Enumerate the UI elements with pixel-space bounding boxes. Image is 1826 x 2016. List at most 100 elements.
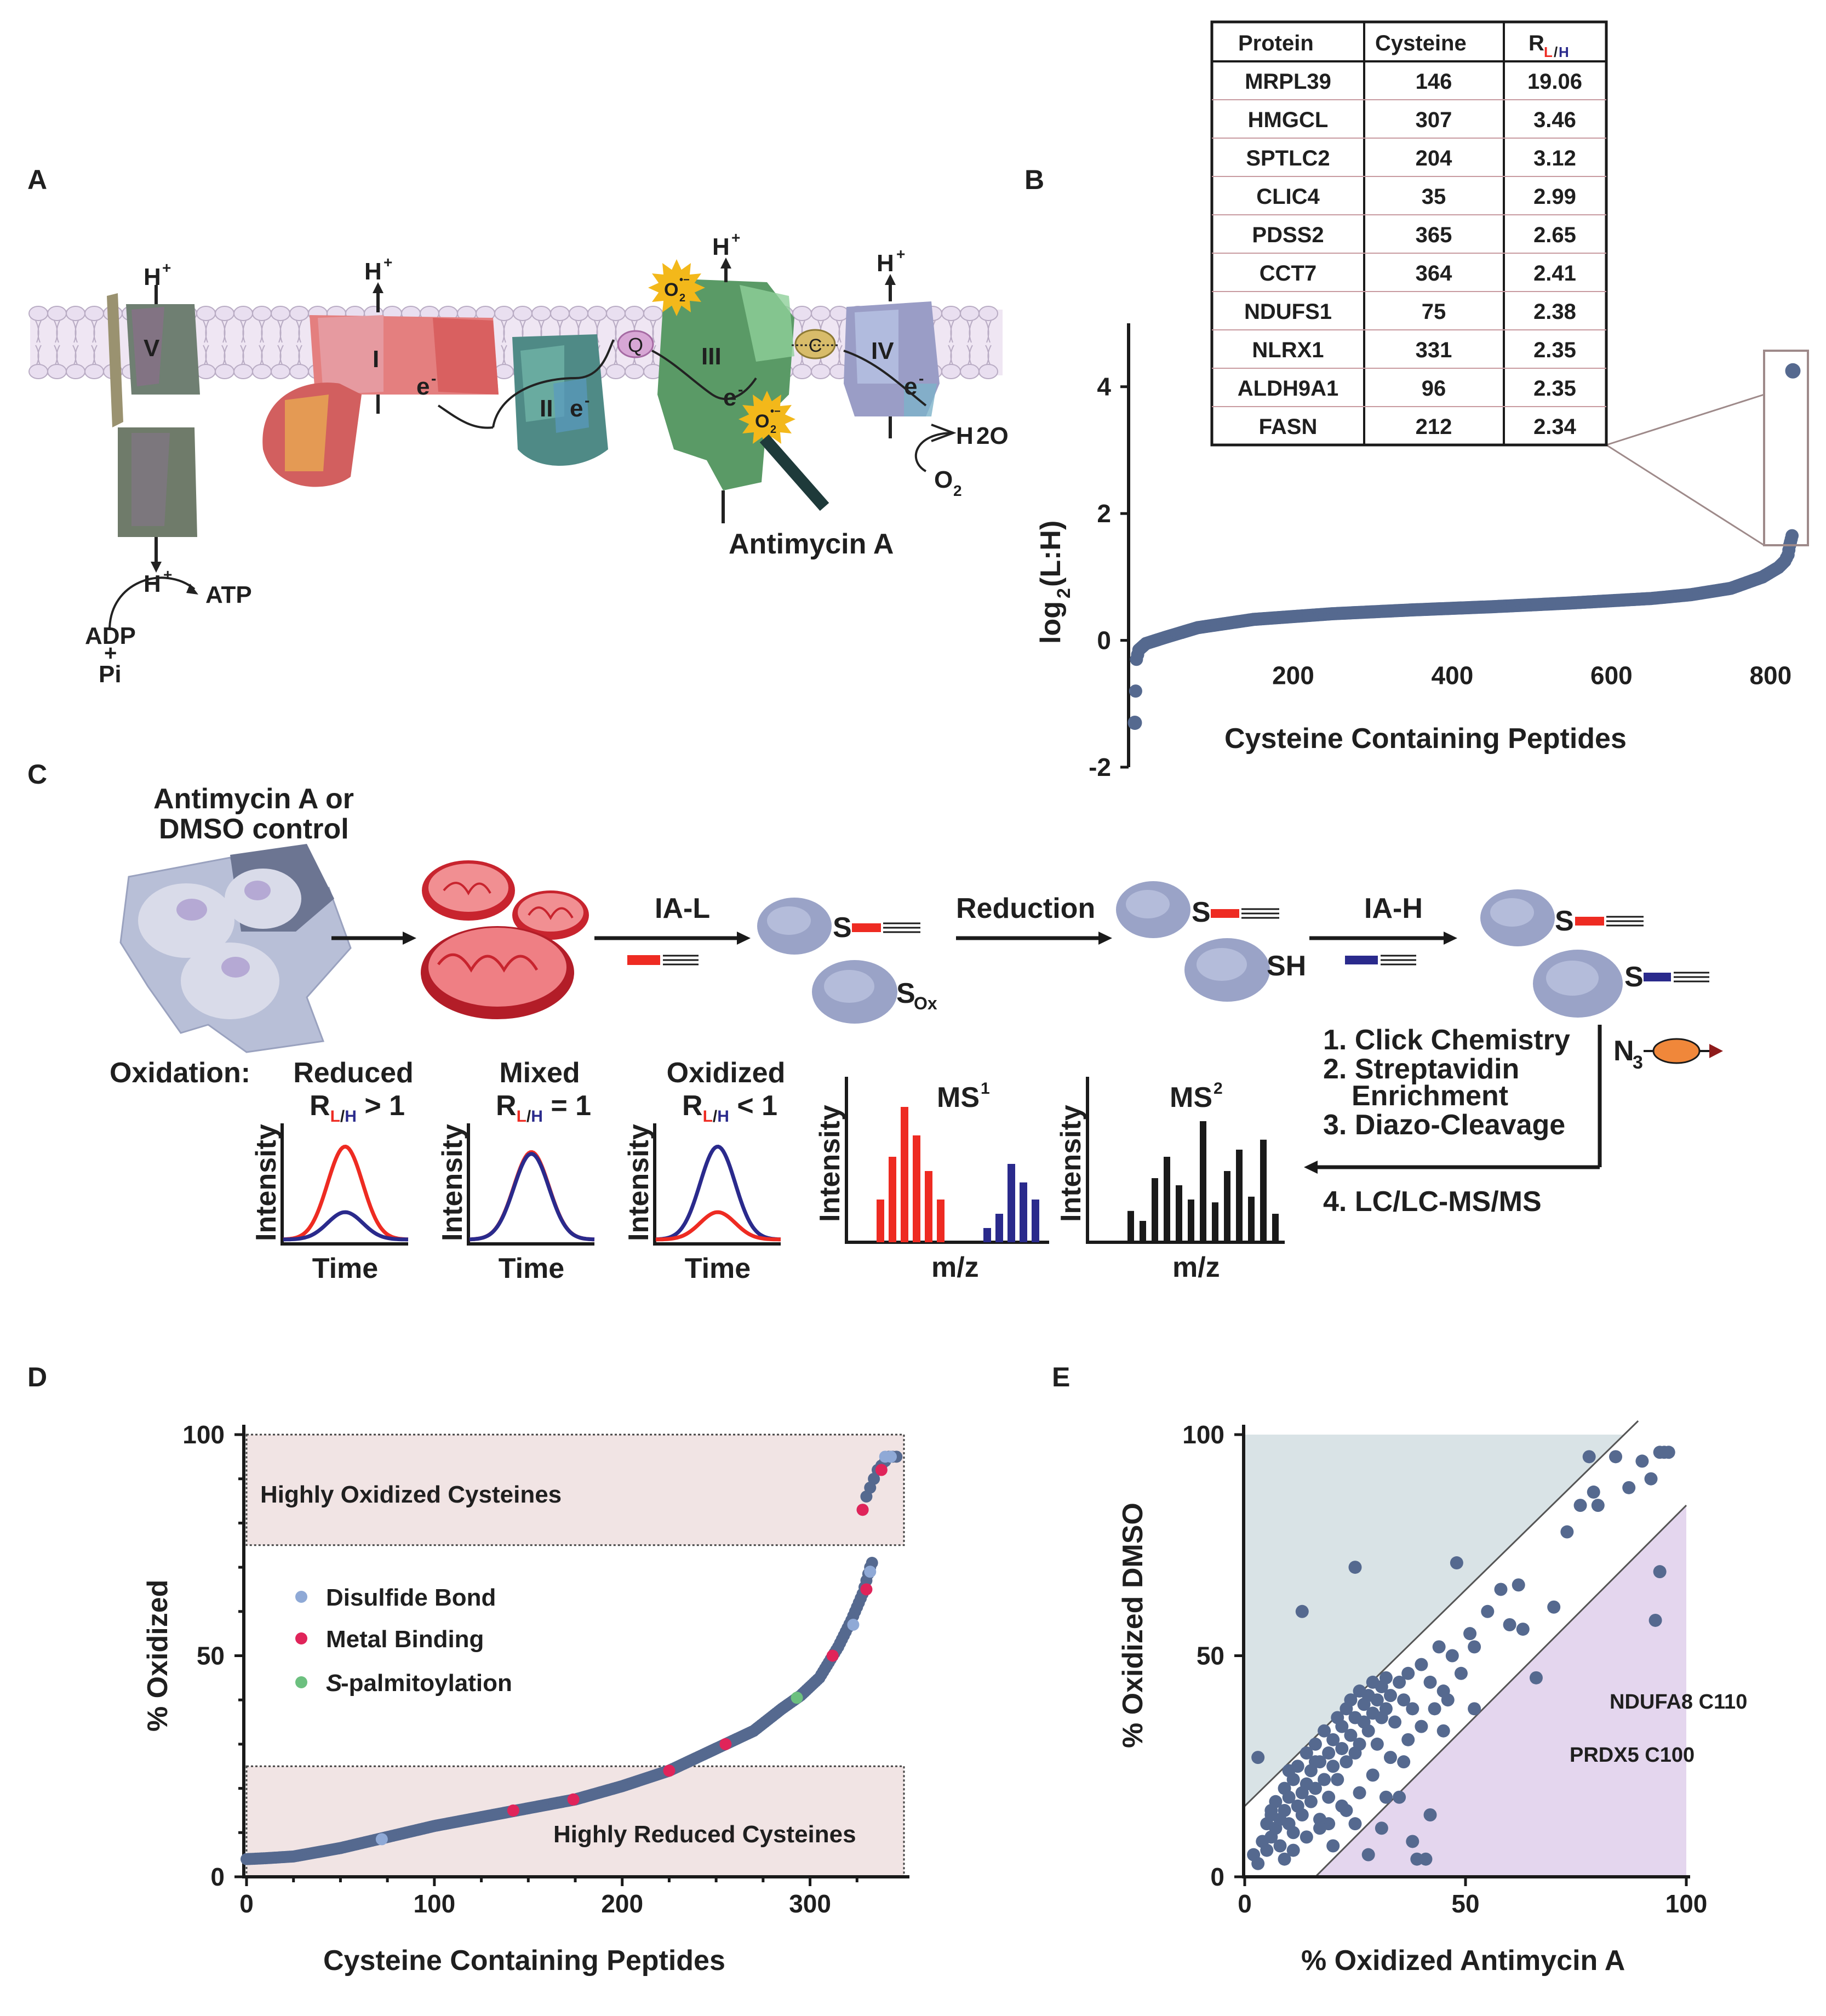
sh-label: SH <box>1267 950 1306 982</box>
panel-label-e: E <box>1052 1362 1070 1392</box>
ms1-y-label: Intensity <box>814 1105 846 1222</box>
panel-b-x-tick: 800 <box>1749 661 1791 690</box>
panel-e-point <box>1635 1454 1649 1468</box>
svg-text:R: R <box>1529 31 1544 55</box>
panel-b-log-ratio-plot: -2 0 2 4 200 400 600 800 Cysteine Containing Pe… <box>1035 20 1809 781</box>
panel-e-point <box>1318 1773 1331 1786</box>
table-cell: 2.41 <box>1533 261 1576 285</box>
panel-e-labeled-point <box>1648 1613 1662 1627</box>
panel-e-point <box>1401 1733 1415 1746</box>
panel-b-x-tick: 400 <box>1432 661 1474 690</box>
panel-e-point <box>1278 1803 1291 1817</box>
table-cell: 307 <box>1416 108 1452 132</box>
svg-text:-: - <box>738 381 743 398</box>
complex-i: I e - H + <box>262 254 499 487</box>
panel-e-point <box>1397 1755 1411 1769</box>
panel-b-ylabel-rest: (L:H) <box>1035 521 1067 587</box>
electron-i: e <box>416 373 430 400</box>
protein-pair-dual-labeled: S S <box>1480 889 1709 1018</box>
svg-text:L: L <box>1544 44 1553 60</box>
panel-e-y-tick: 50 <box>1197 1642 1224 1670</box>
panel-e-point <box>1273 1839 1287 1853</box>
panel-e-point <box>1622 1481 1636 1494</box>
panel-e-point <box>1379 1671 1393 1684</box>
panel-e-point <box>1286 1826 1300 1840</box>
complex-ii-label: II <box>540 395 553 422</box>
panel-e-point <box>1397 1693 1411 1707</box>
oxidation-state-ratio: RL/H > 1 <box>310 1090 405 1126</box>
panel-e-point <box>1251 1857 1265 1870</box>
complex-v: V H + H + ATP ADP + Pi <box>85 259 252 688</box>
panel-e-point <box>1331 1773 1344 1786</box>
pi-label: Pi <box>99 661 122 688</box>
panel-e-point <box>1481 1604 1495 1618</box>
panel-e-point <box>1361 1724 1375 1738</box>
panel-e-point <box>1423 1675 1437 1689</box>
panel-b-y-tick: 4 <box>1097 373 1111 401</box>
table-cell: 3.46 <box>1533 108 1576 132</box>
panel-e-point <box>1282 1764 1296 1778</box>
cytochrome-c: C <box>792 329 838 359</box>
q-label: Q <box>628 334 643 356</box>
panel-e-point <box>1348 1561 1362 1574</box>
panel-e-point <box>1560 1525 1574 1539</box>
svg-text:/: / <box>1554 44 1558 60</box>
panel-e-point <box>1454 1666 1468 1680</box>
azide-biotin-reagent: N 3 <box>1613 1035 1723 1073</box>
panel-b-x-label: Cysteine Containing Peptides <box>1224 723 1627 755</box>
panel-e-point <box>1423 1808 1437 1822</box>
panel-d-palmitoylation-point <box>791 1692 803 1704</box>
panel-e-point <box>1313 1821 1327 1835</box>
svg-text:-: - <box>585 392 589 409</box>
table-cell: CCT7 <box>1260 261 1316 285</box>
panel-e-point <box>1251 1751 1265 1764</box>
svg-text:2: 2 <box>770 424 776 436</box>
s-label-3: S <box>1555 905 1574 937</box>
panel-d-metal-point <box>856 1504 869 1516</box>
panel-d-disulfide-point <box>847 1619 860 1631</box>
panel-e-point <box>1503 1618 1516 1632</box>
oxidation-state-name: Oxidized <box>667 1057 786 1089</box>
panel-e-point <box>1344 1728 1358 1742</box>
cells-illustration <box>119 844 352 1053</box>
annotation-prdx5: PRDX5 C100 <box>1570 1744 1695 1767</box>
panel-e-point <box>1375 1821 1388 1835</box>
panel-e-point <box>1344 1693 1358 1707</box>
table-cell: PDSS2 <box>1252 223 1324 247</box>
workflow-step-4: 4. LC/LC-MS/MS <box>1323 1186 1542 1218</box>
table-cell: 365 <box>1416 223 1452 247</box>
panel-e-point <box>1662 1446 1675 1459</box>
panel-b-ylabel-sub: 2 <box>1054 588 1074 598</box>
panel-e-point <box>1441 1693 1455 1707</box>
n3-sub: 3 <box>1633 1052 1643 1073</box>
antimycin-a-label: Antimycin A <box>729 528 894 560</box>
complex-iv: IV e - H + H 2O O 2 <box>843 245 1009 499</box>
complex-v-label: V <box>144 335 160 362</box>
panel-e-point <box>1282 1790 1296 1804</box>
table-cell: FASN <box>1259 415 1318 439</box>
legend-metal: Metal Binding <box>326 1626 484 1653</box>
treatment-line-1: Antimycin A or <box>153 783 354 815</box>
panel-e-point <box>1432 1640 1446 1654</box>
panel-e-point <box>1278 1852 1291 1866</box>
panel-e-x-tick: 100 <box>1665 1889 1708 1918</box>
time-label: Time <box>499 1253 564 1284</box>
ms2-spectrum: MS 2 m/z Intensity <box>1055 1077 1285 1283</box>
panel-e-point <box>1573 1499 1587 1512</box>
time-label: Time <box>685 1253 751 1284</box>
protein-pair-reduced: S SH <box>1116 881 1306 1002</box>
svg-text:+: + <box>162 259 171 276</box>
adp-label: ADP <box>85 622 136 649</box>
legend-marker-palmitoylation <box>295 1676 307 1688</box>
table-cell: 19.06 <box>1527 70 1582 94</box>
ia-h-probe <box>1345 955 1416 966</box>
s-label-4: S <box>1624 961 1644 993</box>
oxygen-sub: 2 <box>953 482 962 499</box>
oxidation-state-ratio: RL/H < 1 <box>682 1090 777 1126</box>
table-cell: 96 <box>1422 376 1446 401</box>
oxidation-label: Oxidation: <box>110 1057 250 1089</box>
panel-e-point <box>1264 1803 1278 1817</box>
svg-text:2: 2 <box>679 292 685 304</box>
panel-e-point <box>1547 1600 1561 1614</box>
table-cell: 2.34 <box>1533 415 1577 439</box>
